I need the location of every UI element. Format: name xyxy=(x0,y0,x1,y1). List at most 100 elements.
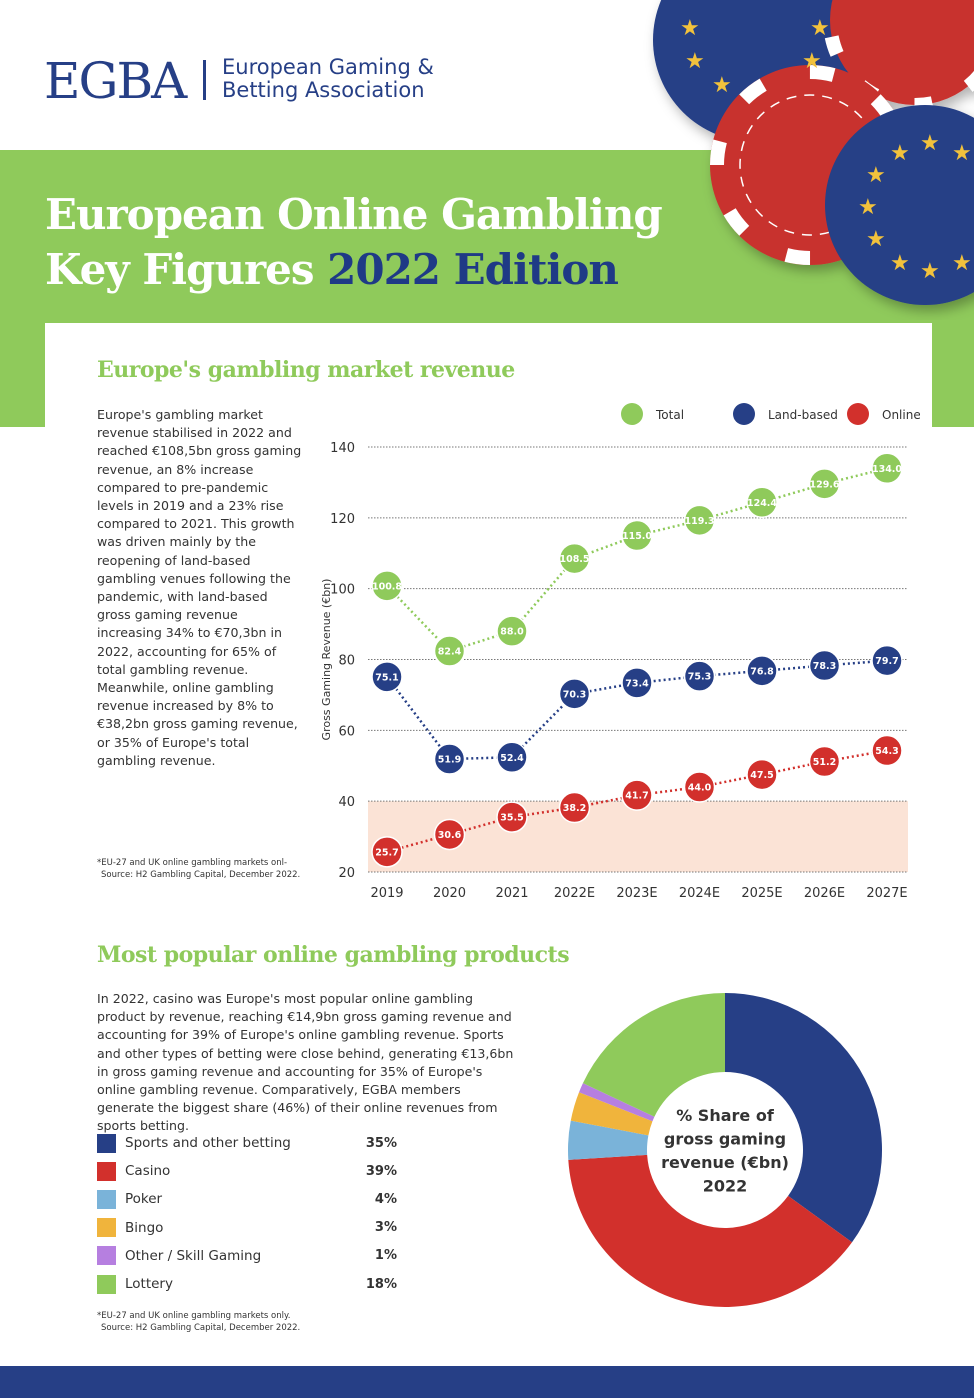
legend-item: Lottery 18% xyxy=(97,1274,397,1294)
market-revenue-text: Europe's gambling market revenue stabili… xyxy=(97,407,302,768)
egba-logo: EGBA xyxy=(44,52,187,110)
data-point xyxy=(746,655,778,687)
data-label: 124.4 xyxy=(747,498,777,509)
svg-text:★: ★ xyxy=(858,195,878,220)
data-point xyxy=(371,570,403,602)
donut-slice xyxy=(568,1154,853,1307)
legend-label: Sports and other betting xyxy=(125,1135,291,1151)
svg-text:★: ★ xyxy=(712,73,732,98)
series-line-land-based xyxy=(386,659,888,761)
legend-item: Sports and other betting 35% xyxy=(97,1133,397,1153)
svg-text:★: ★ xyxy=(802,49,822,74)
x-tick-label: 2020 xyxy=(433,886,466,901)
x-tick-label: 2023E xyxy=(616,886,657,901)
data-label: 51.2 xyxy=(813,757,836,768)
data-point xyxy=(683,771,716,803)
donut-center-label: revenue (€bn) xyxy=(661,1153,789,1172)
data-label: 75.1 xyxy=(375,672,398,683)
y-tick-label: 140 xyxy=(330,441,355,456)
donut-center-label: % Share of xyxy=(676,1106,775,1125)
legend-marker xyxy=(847,403,869,425)
svg-text:★: ★ xyxy=(890,141,910,166)
legend-swatch xyxy=(97,1161,116,1181)
market-revenue-heading: Europe's gambling market revenue xyxy=(97,357,515,383)
data-label: 70.3 xyxy=(563,689,586,700)
legend-swatch xyxy=(97,1133,116,1153)
legend-label: Poker xyxy=(125,1191,163,1208)
data-label: 79.7 xyxy=(875,656,898,667)
data-label: 47.5 xyxy=(750,770,773,781)
y-tick-label: 80 xyxy=(338,654,355,669)
data-point xyxy=(621,667,653,699)
data-label: 119.3 xyxy=(684,516,714,527)
x-tick-label: 2027E xyxy=(866,886,907,901)
data-label: 35.5 xyxy=(500,813,523,824)
legend-item: Bingo 3% xyxy=(97,1218,397,1238)
data-label: 54.3 xyxy=(875,746,898,757)
x-tick-label: 2022E xyxy=(554,886,595,901)
x-tick-label: 2026E xyxy=(804,886,845,901)
data-label: 30.6 xyxy=(438,830,462,841)
data-label: 51.9 xyxy=(438,755,461,766)
svg-text:★: ★ xyxy=(680,16,700,41)
svg-text:★: ★ xyxy=(810,16,830,41)
data-point xyxy=(808,649,841,682)
legend-item: Other / Skill Gaming 1% xyxy=(97,1246,397,1266)
page-title-line2: Key Figures 2022 Edition xyxy=(45,245,619,294)
y-tick-label: 60 xyxy=(338,724,355,739)
data-label: 129.6 xyxy=(809,479,839,490)
svg-text:★: ★ xyxy=(920,259,940,284)
data-point xyxy=(433,818,466,851)
legend-label: Other / Skill Gaming xyxy=(125,1247,262,1264)
data-label: 44.0 xyxy=(688,783,712,794)
legend-item: Poker 4% xyxy=(97,1189,397,1209)
data-point xyxy=(371,836,403,868)
data-point xyxy=(496,801,528,833)
legend-label: Casino xyxy=(125,1163,171,1180)
svg-text:★: ★ xyxy=(920,131,940,156)
market-footnote: *EU-27 and UK online gambling markets on… xyxy=(97,858,301,880)
data-point xyxy=(621,519,653,552)
data-point xyxy=(808,745,841,778)
data-label: 73.4 xyxy=(625,678,649,689)
data-point xyxy=(558,542,591,575)
data-point xyxy=(746,758,778,791)
data-point xyxy=(558,678,591,710)
data-point xyxy=(871,734,903,767)
market-revenue-line-chart: 140 120 100 80 60 40 20 2019 2020 2021 2022E 2023E 2… xyxy=(320,403,920,901)
svg-text:★: ★ xyxy=(866,163,886,188)
donut-slice xyxy=(568,1120,649,1160)
data-point xyxy=(558,791,591,824)
legend-swatch xyxy=(97,1274,116,1294)
y-tick-label: 120 xyxy=(330,512,355,527)
svg-text:★: ★ xyxy=(685,49,705,74)
data-point xyxy=(433,635,466,667)
data-label: 134.0 xyxy=(872,464,902,475)
data-label: 75.3 xyxy=(688,672,711,683)
donut-center-label: gross gaming xyxy=(664,1130,786,1149)
data-label: 100.8 xyxy=(372,581,402,592)
data-label: 78.3 xyxy=(813,661,836,672)
data-point xyxy=(871,644,903,677)
series-line-total xyxy=(386,467,888,653)
donut-slice xyxy=(725,993,882,1243)
data-label: 115.0 xyxy=(622,531,652,542)
legend-percent: 18% xyxy=(365,1276,397,1292)
legend-label: Total xyxy=(655,408,684,422)
svg-text:★: ★ xyxy=(866,227,886,252)
poker-chips-illustration: ★ ★★ ★★ ★ ★ ★★★★★ ★ ★ xyxy=(653,0,974,305)
y-tick-label: 40 xyxy=(338,795,355,810)
legend-marker xyxy=(733,403,755,425)
data-label: 52.4 xyxy=(500,753,524,764)
svg-text:★: ★ xyxy=(890,251,910,276)
data-point xyxy=(746,486,778,518)
x-tick-label: 2025E xyxy=(741,886,782,901)
svg-text:★: ★ xyxy=(952,251,972,276)
data-label: 108.5 xyxy=(559,554,589,565)
x-tick-label: 2021 xyxy=(495,886,528,901)
x-tick-label: 2024E xyxy=(679,886,720,901)
products-donut-chart: % Share of gross gaming revenue (€bn) 2022 xyxy=(568,993,882,1307)
data-point xyxy=(683,660,716,692)
logo-divider xyxy=(203,60,206,100)
x-tick-label: 2019 xyxy=(370,886,403,901)
